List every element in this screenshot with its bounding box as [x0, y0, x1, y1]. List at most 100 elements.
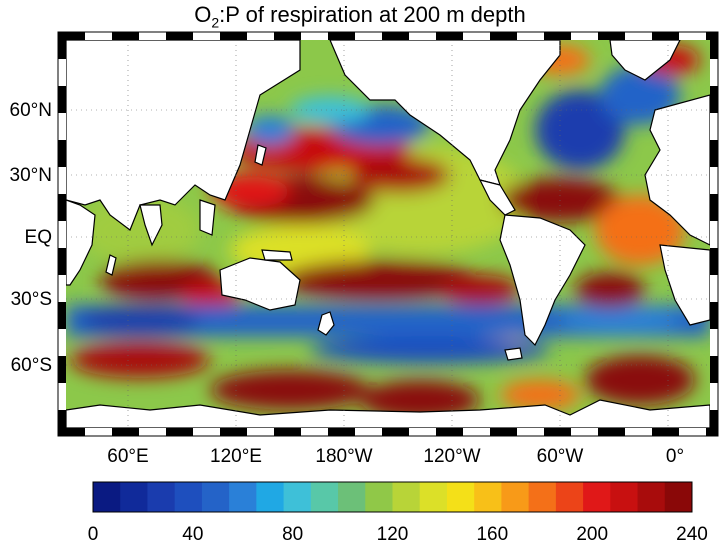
frame-segment [58, 410, 66, 436]
colorbar-swatch [610, 482, 639, 512]
frame-segment [710, 248, 718, 275]
frame-segment [58, 32, 85, 40]
frame-segment [710, 167, 718, 194]
frame-segment [85, 32, 112, 40]
colorbar-swatch [93, 482, 121, 512]
frame-segment [193, 32, 220, 40]
frame-segment [193, 428, 220, 436]
lon-label-0: 0° [666, 446, 684, 467]
frame-outline [57, 31, 719, 437]
frame-segment [139, 32, 166, 40]
frame-segment [409, 32, 436, 40]
frame-segment [58, 113, 66, 140]
frame-segment [710, 32, 718, 59]
colorbar-swatch [392, 482, 421, 512]
frame-segment [517, 32, 544, 40]
colorbar-outline [92, 481, 693, 513]
frame-segment [598, 32, 625, 40]
colorbar-tick-label: 160 [476, 524, 508, 545]
lon-label-60e: 60°E [107, 446, 148, 467]
colorbar-swatch [283, 482, 312, 512]
frame-segment [58, 167, 66, 194]
frame-segment [490, 428, 517, 436]
frame-segment [652, 32, 679, 40]
colorbar-tick-label: 200 [576, 524, 608, 545]
colorbar-tick-label: 120 [377, 524, 409, 545]
land-masses [66, 40, 710, 428]
frame-segment [301, 428, 328, 436]
colorbar-tick-label: 40 [182, 524, 203, 545]
colorbar-swatch [419, 482, 448, 512]
frame-segment [274, 32, 301, 40]
frame-segment [409, 428, 436, 436]
colorbar-swatch [201, 482, 230, 512]
frame-segment [463, 428, 490, 436]
frame-segment [710, 275, 718, 302]
frame-segment [463, 32, 490, 40]
colorbar-swatch [528, 482, 557, 512]
frame-segment [58, 194, 66, 221]
frame-segment [598, 428, 625, 436]
frame-segment [436, 428, 463, 436]
frame-segment [58, 32, 66, 59]
frame-segment [355, 32, 382, 40]
frame-segment [710, 194, 718, 221]
frame-segment [490, 32, 517, 40]
frame-segment [355, 428, 382, 436]
colorbar-swatch [310, 482, 339, 512]
frame-segment [517, 428, 544, 436]
frame-segment [679, 32, 706, 40]
frame-segment [58, 59, 66, 86]
colorbar-swatch [365, 482, 393, 512]
frame-segment [58, 383, 66, 410]
colorbar-swatch [583, 482, 611, 512]
colorbar-tick-label: 240 [676, 524, 708, 545]
frame-segment [58, 86, 66, 113]
frame-segment [710, 59, 718, 86]
frame-segment [112, 428, 139, 436]
colorbar-swatch [555, 482, 584, 512]
frame-segment [382, 428, 409, 436]
lon-label-180w: 180°W [315, 446, 372, 467]
colorbar-swatch [338, 482, 366, 512]
colorbar-swatch [147, 482, 176, 512]
frame-segment [652, 428, 679, 436]
map-frame [58, 32, 718, 436]
frame-segment [166, 32, 193, 40]
frame-segment [710, 86, 718, 113]
lat-label-60s: 60°S [11, 355, 52, 376]
map-title: O2:P of respiration at 200 m depth [194, 2, 526, 31]
colorbar-swatch [446, 482, 475, 512]
frame-segment [571, 428, 598, 436]
colorbar-swatch [120, 482, 148, 512]
frame-segment [58, 329, 66, 356]
frame-segment [710, 329, 718, 356]
colorbar-swatch [501, 482, 530, 512]
frame-segment [58, 221, 66, 248]
colorbar-tick-label: 0 [88, 524, 99, 545]
frame-segment [544, 428, 571, 436]
colorbar-swatch [664, 482, 693, 512]
frame-segment [85, 428, 112, 436]
lat-label-30s: 30°S [11, 289, 52, 310]
frame-segment [328, 32, 355, 40]
frame-segment [220, 428, 247, 436]
frame-segment [220, 32, 247, 40]
frame-segment [382, 32, 409, 40]
frame-segment [710, 113, 718, 140]
colorbar-swatch [229, 482, 257, 512]
frame-segment [710, 221, 718, 248]
frame-segment [625, 32, 652, 40]
lon-label-120w: 120°W [423, 446, 480, 467]
frame-segment [625, 428, 652, 436]
frame-segment [274, 428, 301, 436]
colorbar-tick-label: 80 [282, 524, 303, 545]
frame-segment [58, 248, 66, 275]
frame-segment [166, 428, 193, 436]
frame-segment [328, 428, 355, 436]
oxygen-ratio-field [66, 40, 710, 428]
colorbar-swatch [474, 482, 502, 512]
lon-label-120e: 120°E [210, 446, 262, 467]
frame-segment [58, 356, 66, 383]
